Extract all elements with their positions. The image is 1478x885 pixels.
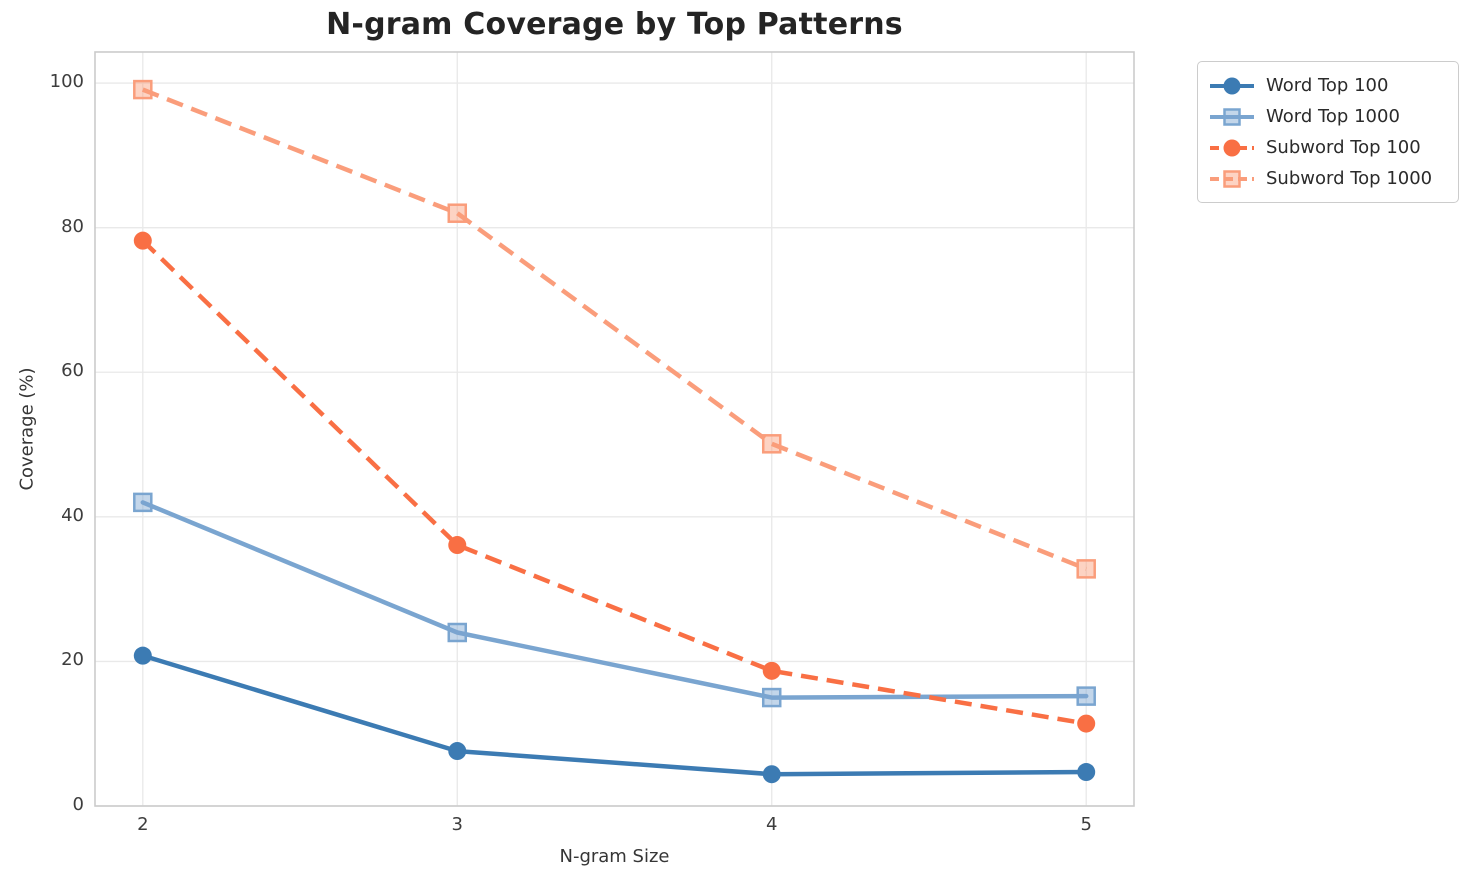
y-tick-label: 60: [61, 360, 84, 382]
marker-square-subword-top-1000: [1076, 559, 1096, 579]
x-tick-label: 4: [765, 814, 778, 835]
legend-label: Word Top 100: [1266, 75, 1389, 96]
plot-border: [94, 51, 1135, 807]
marker-square-word-top-1000: [1076, 686, 1096, 706]
marker-square-subword-top-1000: [133, 79, 153, 100]
marker-circle-word-top-100: [133, 646, 152, 665]
x-tick-label: 3: [451, 814, 463, 835]
legend: Word Top 100 Word Top 1000 Subword Top 100…: [1197, 61, 1459, 203]
y-tick-label: 20: [61, 649, 84, 671]
legend-sample-circle-icon: [1210, 139, 1254, 156]
legend-item: Subword Top 1000: [1208, 163, 1448, 194]
marker-square-word-top-1000: [133, 492, 153, 513]
y-tick-label: 0: [72, 794, 84, 815]
x-axis-label: N-gram Size: [559, 846, 670, 867]
marker-circle-word-top-100: [448, 742, 467, 761]
series-line-subword-top-1000: [141, 87, 1088, 571]
marker-circle-word-top-100: [762, 765, 781, 784]
legend-sample-circle-icon: [1210, 77, 1254, 94]
legend-item: Word Top 1000: [1208, 101, 1448, 132]
series-line-word-top-100: [140, 653, 1089, 777]
marker-circle-subword-top-100: [762, 661, 781, 680]
x-tick-label: 2: [137, 814, 149, 835]
y-tick-label: 80: [61, 215, 84, 237]
legend-sample-square-icon: [1210, 169, 1254, 188]
y-tick-label: 40: [61, 504, 84, 526]
series-line-subword-top-100: [141, 239, 1087, 726]
marker-circle-subword-top-100: [133, 231, 152, 250]
y-tick-label: 100: [49, 71, 84, 93]
legend-label: Word Top 1000: [1266, 106, 1400, 127]
marker-circle-subword-top-100: [1077, 714, 1096, 733]
marker-square-word-top-1000: [447, 622, 468, 643]
marker-square-subword-top-1000: [761, 434, 782, 454]
marker-circle-subword-top-100: [448, 536, 467, 555]
x-tick-label: 5: [1080, 814, 1092, 835]
marker-circle-word-top-100: [1077, 763, 1096, 782]
chart-title: N-gram Coverage by Top Patterns: [326, 7, 903, 42]
legend-item: Word Top 100: [1208, 70, 1448, 101]
legend-item: Subword Top 100: [1208, 132, 1448, 163]
y-axis-label: Coverage (%): [16, 367, 38, 491]
legend-label: Subword Top 1000: [1266, 168, 1433, 189]
legend-label: Subword Top 100: [1266, 137, 1421, 158]
marker-square-subword-top-1000: [447, 203, 468, 223]
series-line-word-top-1000: [140, 500, 1089, 700]
legend-sample-square-icon: [1210, 107, 1254, 126]
marker-square-word-top-1000: [761, 687, 782, 708]
